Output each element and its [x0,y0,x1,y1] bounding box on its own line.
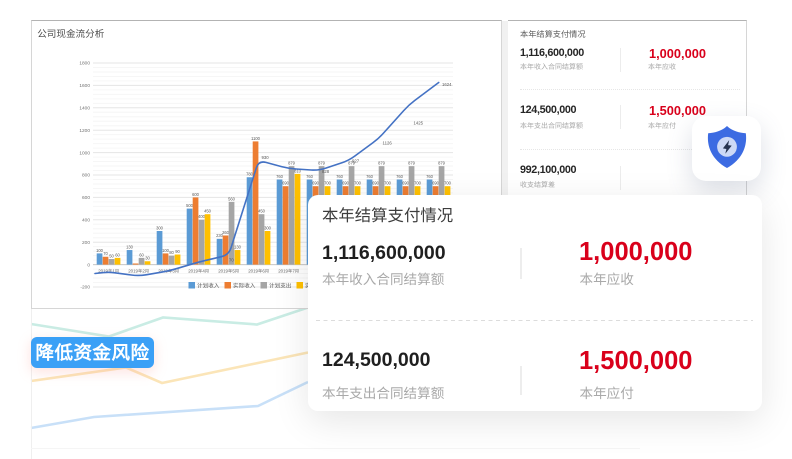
svg-text:879: 879 [438,161,446,166]
svg-text:690: 690 [342,181,350,186]
svg-text:1400: 1400 [79,106,90,112]
svg-text:760: 760 [396,174,404,179]
svg-text:1000: 1000 [79,150,90,156]
svg-text:260: 260 [222,230,230,235]
svg-text:879: 879 [318,161,326,166]
svg-text:879: 879 [408,161,416,166]
svg-text:1126: 1126 [383,141,393,146]
svg-text:130: 130 [126,244,134,249]
svg-text:计划收入: 计划收入 [197,283,220,290]
svg-text:690: 690 [402,181,410,186]
svg-text:760: 760 [336,174,344,179]
svg-text:100: 100 [96,248,104,253]
svg-text:500: 500 [186,203,194,208]
svg-text:0: 0 [87,262,90,268]
svg-text:计划支出: 计划支出 [269,283,291,290]
svg-text:690: 690 [372,181,380,186]
svg-text:690: 690 [312,181,320,186]
svg-text:2019年7月: 2019年7月 [278,269,299,274]
svg-text:1200: 1200 [79,128,90,134]
svg-text:230: 230 [216,233,224,238]
svg-text:80: 80 [169,250,174,255]
svg-text:700: 700 [354,181,362,186]
svg-text:760: 760 [426,174,434,179]
svg-text:70: 70 [229,258,234,263]
svg-text:1600: 1600 [79,83,90,89]
svg-text:400: 400 [82,218,90,224]
svg-text:130: 130 [234,244,242,249]
svg-text:30: 30 [145,256,150,261]
svg-text:2019年5月: 2019年5月 [218,269,239,274]
svg-text:70: 70 [103,251,108,256]
svg-text:实际收入: 实际收入 [233,283,256,290]
svg-text:927: 927 [352,159,360,164]
svg-text:90: 90 [175,249,180,254]
svg-text:2019年1月: 2019年1月 [98,269,119,274]
svg-text:2019年6月: 2019年6月 [248,269,269,274]
svg-text:1800: 1800 [79,61,90,67]
svg-text:879: 879 [348,161,356,166]
svg-text:690: 690 [432,181,440,186]
svg-text:600: 600 [82,195,90,201]
svg-text:700: 700 [414,181,422,186]
svg-text:1425: 1425 [414,121,424,126]
svg-text:700: 700 [324,181,332,186]
svg-text:2019年2月: 2019年2月 [128,269,149,274]
svg-text:450: 450 [258,209,266,214]
svg-text:700: 700 [444,181,452,186]
svg-text:60: 60 [115,252,120,257]
svg-text:780: 780 [246,172,254,177]
svg-text:800: 800 [82,173,90,179]
svg-text:600: 600 [192,192,200,197]
svg-text:828: 828 [322,169,330,174]
svg-text:50: 50 [109,253,114,258]
svg-text:1100: 1100 [251,136,261,141]
svg-text:879: 879 [288,161,296,166]
svg-text:60: 60 [139,252,144,257]
svg-text:450: 450 [204,209,212,214]
svg-text:690: 690 [282,181,290,186]
svg-text:300: 300 [264,225,272,230]
svg-text:2019年4月: 2019年4月 [188,269,209,274]
svg-text:879: 879 [378,161,386,166]
svg-text:200: 200 [82,240,90,246]
svg-text:-200: -200 [80,285,90,291]
svg-text:700: 700 [384,181,392,186]
svg-text:1624: 1624 [442,82,452,87]
svg-text:760: 760 [276,174,284,179]
svg-text:810: 810 [294,168,302,173]
svg-text:400: 400 [198,214,206,219]
svg-text:760: 760 [366,174,374,179]
svg-text:930: 930 [262,155,270,160]
svg-text:760: 760 [306,174,314,179]
svg-text:100: 100 [162,248,170,253]
svg-text:560: 560 [228,196,236,201]
svg-text:300: 300 [156,225,164,230]
